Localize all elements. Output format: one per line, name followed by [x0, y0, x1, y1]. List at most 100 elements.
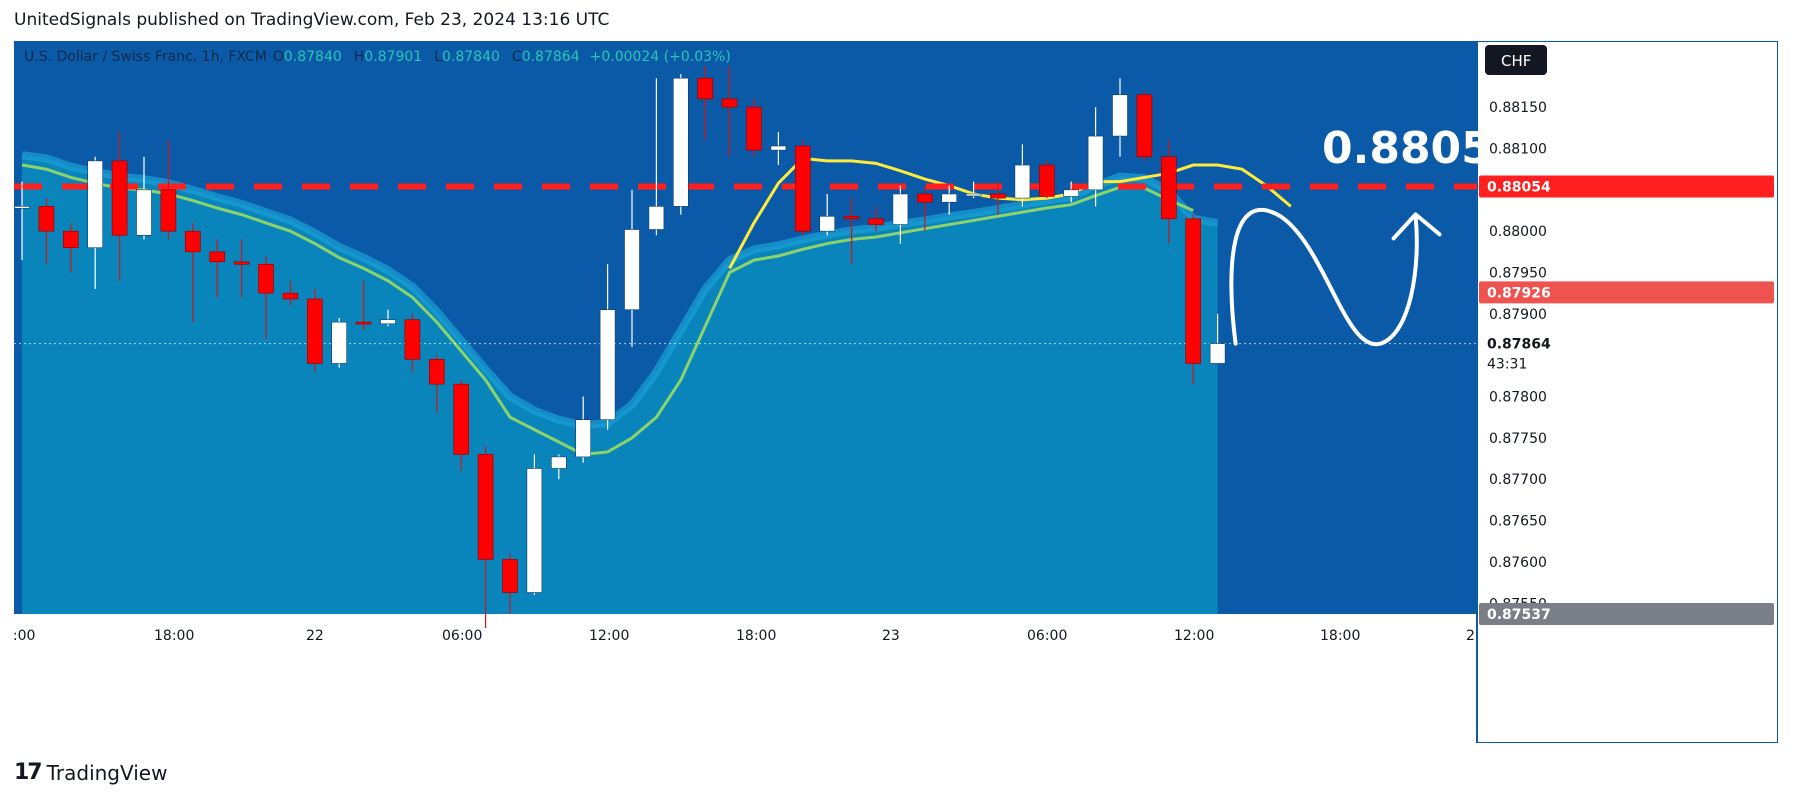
candle[interactable]	[697, 77, 714, 100]
candle[interactable]	[819, 215, 836, 232]
y-tick-label: 0.88000	[1489, 224, 1547, 240]
candle[interactable]	[404, 319, 421, 360]
currency-badge-label: CHF	[1501, 52, 1531, 70]
footer-brand[interactable]: 17 TradingView	[14, 760, 167, 785]
candle[interactable]	[794, 145, 811, 232]
current-price-tag: 0.87864	[1487, 337, 1551, 353]
low-price-tag-bg	[1479, 603, 1774, 625]
candle[interactable]	[160, 189, 177, 232]
candle[interactable]	[1209, 343, 1226, 364]
candle[interactable]	[185, 230, 201, 253]
candle[interactable]	[770, 145, 787, 151]
candle[interactable]	[453, 383, 470, 455]
y-tick-label: 0.87750	[1489, 431, 1547, 447]
candle[interactable]	[721, 98, 738, 108]
candle[interactable]	[428, 359, 445, 385]
candle[interactable]	[1161, 156, 1177, 220]
x-tick-label: 23	[882, 628, 900, 644]
candle[interactable]	[209, 251, 225, 263]
x-tick-label: 06:00	[1027, 628, 1067, 644]
candle[interactable]	[843, 215, 860, 220]
candle[interactable]	[965, 193, 982, 197]
candle[interactable]	[1014, 164, 1031, 199]
x-tick-label: 18:00	[154, 628, 194, 644]
tradingview-logo-icon: 17	[14, 760, 43, 785]
y-tick-label: 0.87900	[1489, 307, 1547, 323]
candle[interactable]	[87, 160, 103, 249]
x-tick-label: 12:00	[589, 628, 629, 644]
candle[interactable]	[14, 206, 30, 209]
candle[interactable]	[575, 419, 592, 458]
candle[interactable]	[1087, 135, 1104, 191]
x-tick-label: 22	[306, 628, 324, 644]
y-tick-label: 0.87950	[1489, 266, 1547, 282]
area-fill	[22, 155, 1218, 615]
x-tick-label: 18:00	[1320, 628, 1360, 644]
candle[interactable]	[355, 321, 372, 325]
candle[interactable]	[1039, 164, 1055, 197]
time-scale-background	[14, 614, 1477, 743]
candle[interactable]	[892, 193, 909, 225]
candle[interactable]	[477, 454, 494, 560]
legend-symbol: U.S. Dollar / Swiss Franc, 1h, FXCM	[24, 49, 267, 65]
candle[interactable]	[380, 319, 396, 325]
candle[interactable]	[136, 189, 152, 236]
chart-svg[interactable]: 0.8805 U.S. Dollar / Swiss Franc, 1h, FXC…	[14, 41, 1778, 743]
y-tick-label: 0.87600	[1489, 555, 1547, 571]
candle[interactable]	[526, 468, 543, 593]
candle[interactable]	[916, 193, 933, 203]
candle[interactable]	[941, 193, 958, 203]
x-tick-label: 18:00	[736, 628, 776, 644]
red-price-tag-bg	[1479, 281, 1774, 304]
y-tick-label: 0.88150	[1489, 100, 1547, 116]
candle[interactable]	[331, 321, 348, 364]
candle[interactable]	[990, 193, 1006, 199]
candle[interactable]	[282, 292, 299, 300]
legend-high: 0.87901	[364, 49, 422, 65]
candle[interactable]	[868, 218, 884, 225]
legend-change: +0.00024 (+0.03%)	[590, 49, 731, 65]
candle[interactable]	[550, 456, 567, 469]
current-price-tag-bg	[1479, 332, 1774, 375]
candle[interactable]	[648, 206, 665, 230]
legend-low: 0.87840	[442, 49, 500, 65]
currency-badge[interactable]	[1485, 45, 1547, 75]
candle[interactable]	[62, 230, 79, 249]
candle[interactable]	[38, 206, 55, 232]
candle[interactable]	[1185, 218, 1201, 364]
chart-frame[interactable]: 0.8805 U.S. Dollar / Swiss Franc, 1h, FXC…	[14, 41, 1778, 743]
candle[interactable]	[306, 298, 323, 364]
ma-green-line	[21, 163, 1194, 456]
annotation-text: 0.8805	[1322, 123, 1492, 174]
candle[interactable]	[599, 309, 616, 420]
candle[interactable]	[746, 106, 762, 151]
forecast-path	[1229, 207, 1419, 347]
x-tick-label: 2	[1466, 628, 1475, 644]
price-scale-border	[1476, 41, 1778, 743]
red-price-tag: 0.87926	[1487, 285, 1551, 301]
tradingview-brand-text: TradingView	[46, 760, 168, 785]
x-tick-label: 2:00	[14, 628, 35, 644]
y-tick-label: 0.87700	[1489, 472, 1547, 488]
level-price-tag-bg	[1479, 175, 1774, 198]
x-tick-label: 12:00	[1174, 628, 1214, 644]
candle[interactable]	[624, 229, 640, 311]
current-price-tag-countdown: 43:31	[1487, 357, 1527, 373]
legend-close: 0.87864	[522, 49, 580, 65]
candle[interactable]	[111, 160, 128, 236]
candle[interactable]	[672, 77, 689, 207]
price-scale-background	[1477, 41, 1778, 743]
candle[interactable]	[233, 261, 250, 265]
candle[interactable]	[258, 263, 274, 294]
candle[interactable]	[502, 559, 518, 593]
y-tick-label: 0.87650	[1489, 514, 1547, 530]
x-tick-label: 06:00	[442, 628, 482, 644]
legend-o-label: O	[273, 49, 284, 65]
ma-yellow-line	[728, 156, 1292, 270]
candle[interactable]	[1112, 94, 1128, 137]
legend-h-label: H	[354, 49, 365, 65]
candle[interactable]	[1063, 189, 1079, 197]
legend-open: 0.87840	[284, 49, 342, 65]
candle[interactable]	[1136, 94, 1153, 158]
y-tick-label: 0.87800	[1489, 390, 1547, 406]
